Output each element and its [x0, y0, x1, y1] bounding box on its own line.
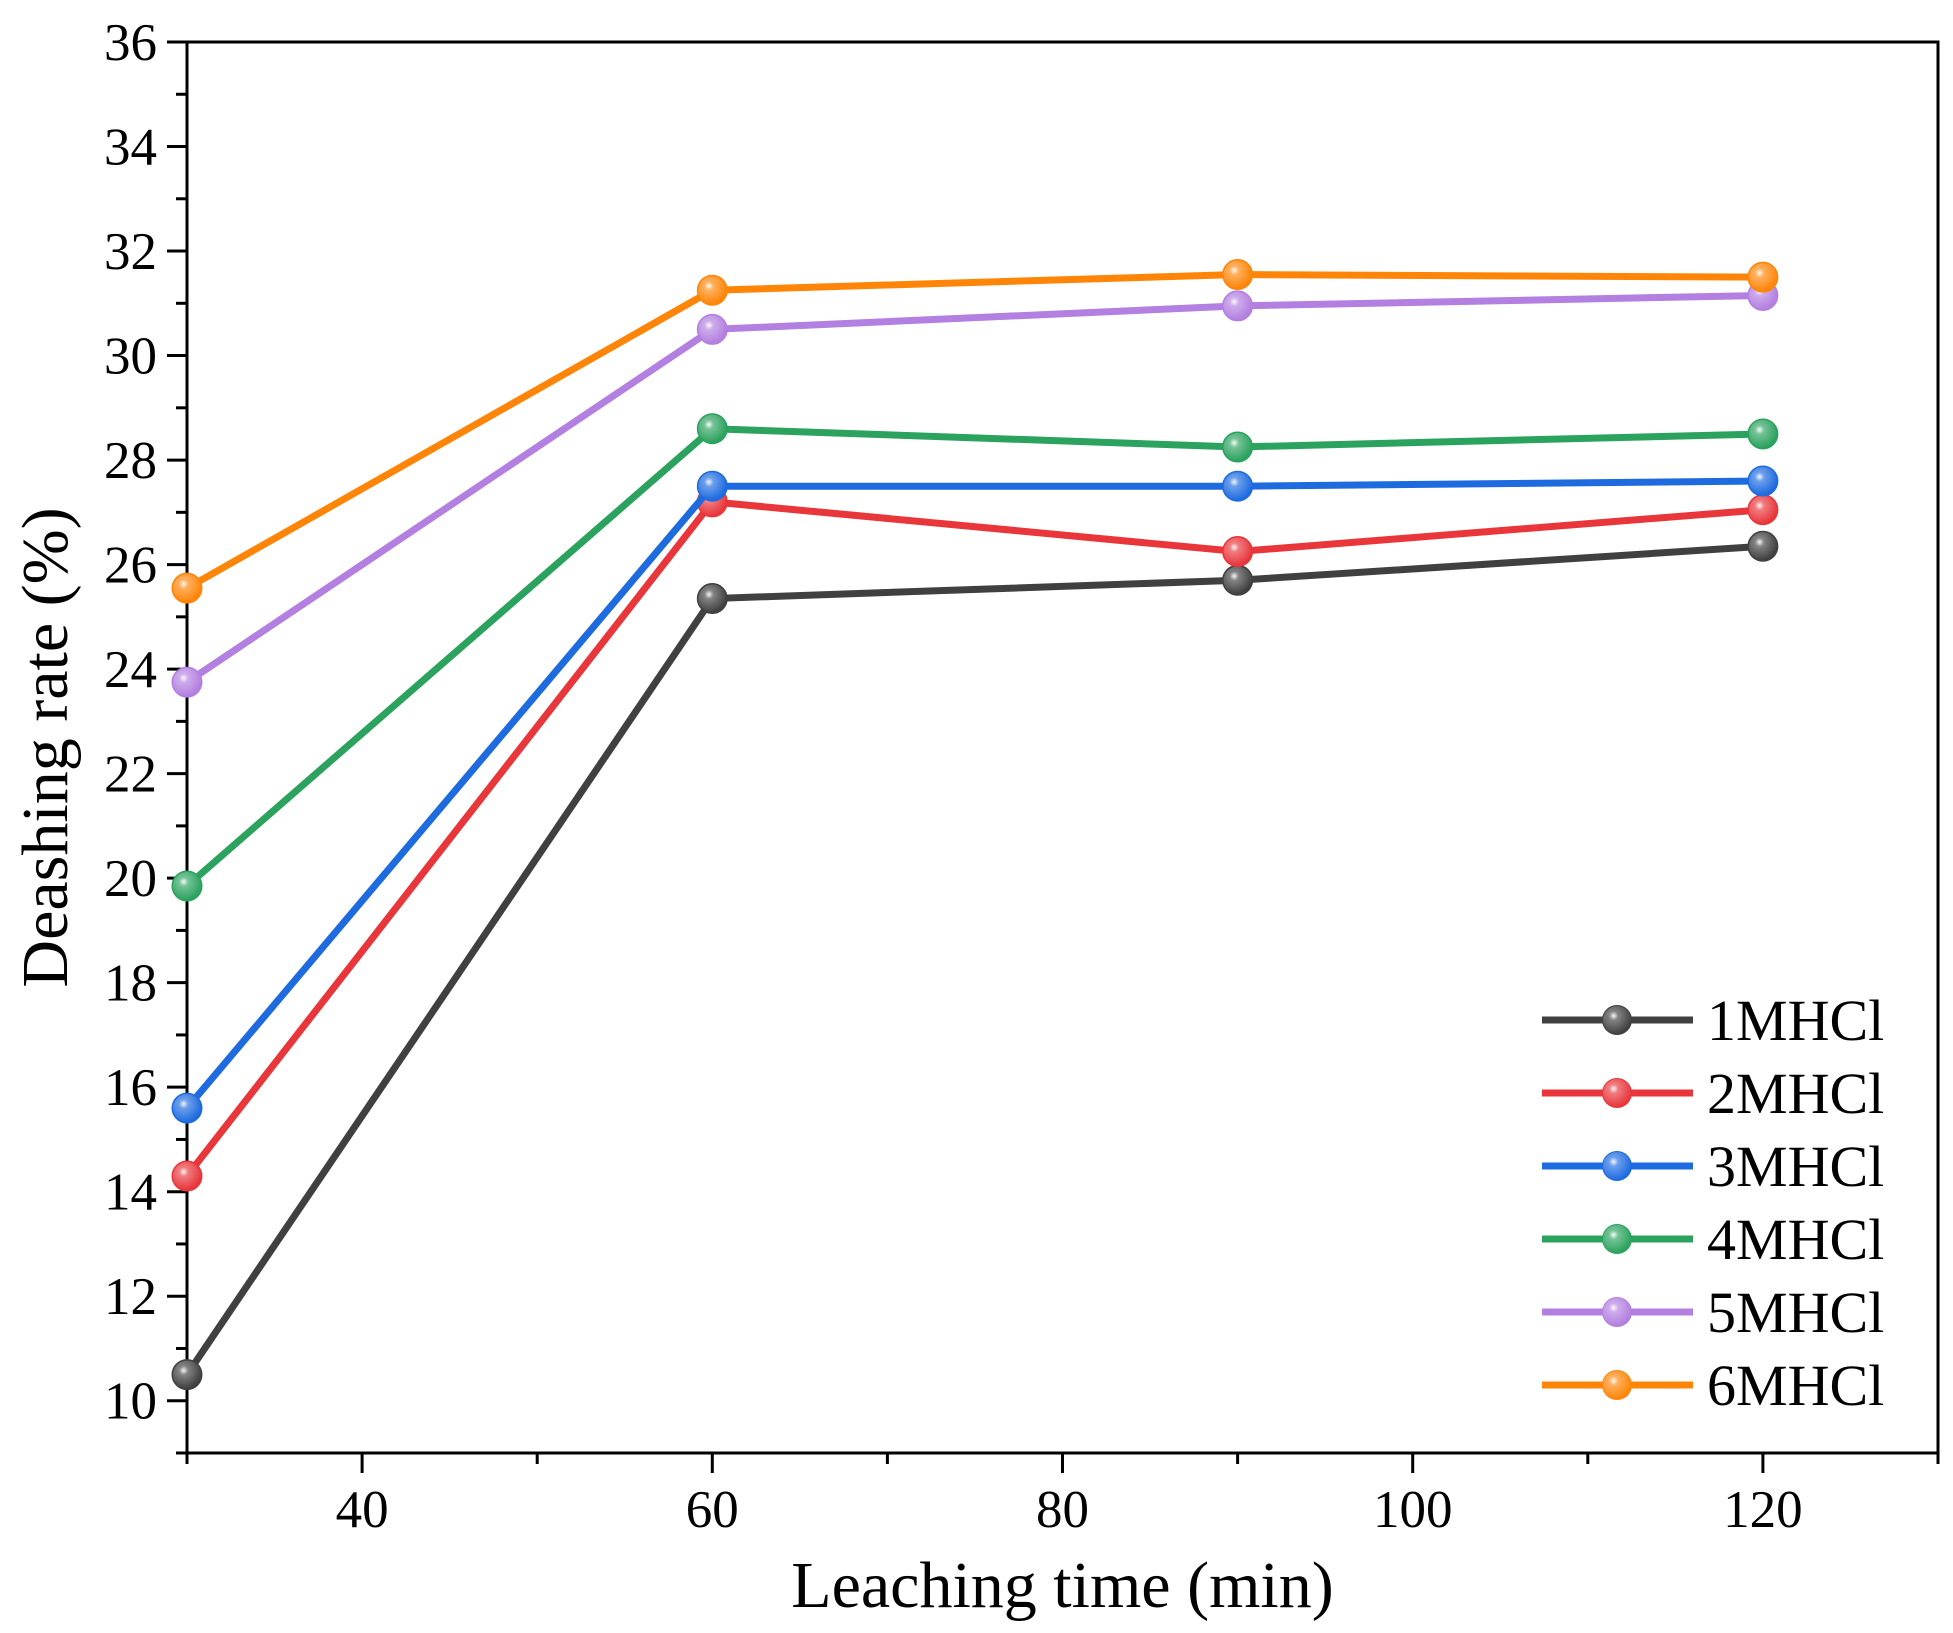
legend-marker-highlight	[1603, 1079, 1631, 1107]
data-point-highlight	[1223, 291, 1252, 320]
data-point-highlight	[1748, 495, 1777, 524]
data-point-highlight	[173, 1360, 201, 1389]
legend-marker-highlight	[1603, 1006, 1631, 1034]
y-tick-label: 30	[104, 328, 157, 386]
x-tick-label: 80	[1036, 1481, 1089, 1539]
series-line	[185, 291, 1763, 686]
data-point-highlight	[173, 668, 201, 697]
series-1MHCl	[171, 530, 1779, 1391]
series-5MHCl	[171, 279, 1779, 698]
data-point-highlight	[173, 1162, 201, 1191]
data-point-highlight	[1748, 466, 1777, 495]
data-point-highlight	[698, 472, 727, 501]
data-point-highlight	[698, 276, 727, 305]
legend-label: 6MHCl	[1707, 1353, 1884, 1418]
legend-label: 5MHCl	[1707, 1280, 1884, 1345]
x-tick-label: 120	[1723, 1481, 1803, 1539]
y-tick-label: 26	[104, 537, 157, 595]
axes-layer: 10 12 14 16 18 20 22 24 26 28 30 32 34 36 40 60 80 100 120	[104, 14, 1940, 1539]
data-point-highlight	[1223, 260, 1252, 289]
legend-item: 1MHCl	[1542, 988, 1884, 1053]
y-tick-label: 18	[104, 955, 157, 1013]
y-tick-label: 32	[104, 223, 157, 281]
series-line	[184, 477, 1763, 1111]
data-point-highlight	[1223, 537, 1252, 566]
legend-label: 1MHCl	[1707, 988, 1884, 1053]
y-tick-label: 22	[104, 746, 157, 804]
y-tick-label: 36	[104, 14, 157, 72]
data-point-highlight	[1223, 433, 1252, 462]
legend-marker-highlight	[1603, 1152, 1631, 1180]
y-tick-label: 12	[104, 1268, 157, 1326]
y-tick-label: 20	[104, 850, 157, 908]
data-point-highlight	[698, 584, 727, 613]
legend-label: 2MHCl	[1707, 1061, 1884, 1126]
series-layer	[171, 259, 1779, 1391]
series-line	[184, 542, 1764, 1377]
x-tick-label: 100	[1373, 1481, 1453, 1539]
x-axis-title: Leaching time (min)	[791, 1549, 1333, 1622]
legend: 1MHCl 2MHCl 3MHCl 4MHCl 5MHCl 6MHCl	[1542, 988, 1884, 1418]
x-tick-label: 40	[336, 1481, 389, 1539]
legend-item: 6MHCl	[1542, 1353, 1884, 1418]
legend-label: 4MHCl	[1707, 1207, 1884, 1272]
data-point-highlight	[698, 315, 727, 344]
series-line	[184, 425, 1763, 889]
series-line	[185, 271, 1763, 592]
data-point-highlight	[173, 1094, 201, 1123]
data-point-highlight	[1748, 532, 1777, 561]
data-point-highlight	[173, 574, 201, 603]
legend-item: 2MHCl	[1542, 1061, 1884, 1126]
x-tick-label: 60	[686, 1481, 739, 1539]
data-point-highlight	[1223, 566, 1252, 595]
legend-item: 3MHCl	[1542, 1134, 1884, 1199]
y-tick-label: 14	[104, 1164, 157, 1222]
legend-marker-highlight	[1603, 1298, 1631, 1326]
legend-marker-highlight	[1603, 1225, 1631, 1253]
data-point-highlight	[1748, 419, 1777, 448]
y-tick-label: 28	[104, 432, 157, 490]
legend-item: 5MHCl	[1542, 1280, 1884, 1345]
series-2MHCl	[171, 486, 1779, 1192]
legend-item: 4MHCl	[1542, 1207, 1884, 1272]
series-6MHCl	[171, 259, 1779, 604]
data-point-highlight	[1748, 263, 1777, 292]
y-axis-title: Deashing rate (%)	[9, 507, 82, 987]
y-tick-label: 24	[104, 641, 157, 699]
data-point-highlight	[1223, 472, 1252, 501]
legend-marker-highlight	[1603, 1371, 1631, 1399]
y-tick-label: 10	[104, 1373, 157, 1431]
data-point-highlight	[173, 871, 201, 900]
series-line	[184, 498, 1764, 1179]
data-point-highlight	[698, 414, 727, 443]
y-tick-label: 16	[104, 1059, 157, 1117]
y-tick-label: 34	[104, 119, 157, 177]
series-4MHCl	[171, 413, 1779, 902]
series-3MHCl	[171, 465, 1779, 1124]
legend-label: 3MHCl	[1707, 1134, 1884, 1199]
